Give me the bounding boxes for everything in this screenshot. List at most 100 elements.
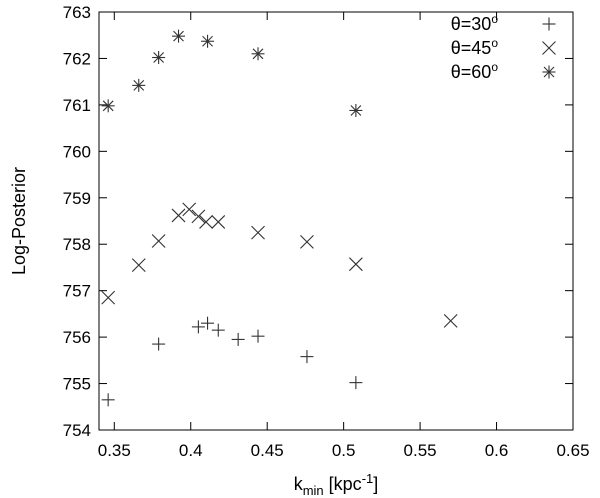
x-axis-title-unit: [kpc [324,474,362,494]
legend-marker-symbol-star [542,65,556,79]
legend-label-theta-45-main: θ=45 [451,38,492,58]
x-tick-label: 0.55 [404,441,437,460]
data-point-plus [251,329,265,343]
legend-marker-symbol-cross [542,41,556,55]
data-point-cross [348,257,363,272]
data-point-plus [101,393,115,407]
y-tick-label: 762 [63,49,91,68]
data-point-star [132,78,146,92]
data-point-star [251,47,265,61]
series-star [101,29,363,117]
plot-markers [101,29,458,407]
x-axis-title-sub: min [303,483,324,498]
x-tick-label: 0.6 [485,441,509,460]
legend-entry-theta-60: θ=60o [451,60,556,82]
legend-marker-cross [542,41,556,55]
data-point-star [152,51,166,65]
y-tick-label: 756 [63,328,91,347]
data-point-star-stroke [173,30,184,42]
legend-marker-symbol-plus [542,17,556,31]
legend-label-theta-30: θ=30o [451,12,499,34]
legend: θ=30o θ=45o θ=60o [451,12,556,82]
data-point-cross-stroke [300,235,314,249]
data-point-plus [201,316,215,330]
data-point-cross [182,202,197,217]
data-point-star [349,103,363,117]
y-tick-label: 754 [63,421,91,440]
series-cross [101,202,458,328]
data-point-cross [191,209,206,224]
data-point-star-stroke [202,35,213,47]
data-point-cross [211,215,226,229]
data-point-cross [251,225,265,240]
data-point-cross-stroke [151,234,166,248]
data-point-plus [231,332,245,346]
legend-label-theta-60-main: θ=60 [451,62,492,82]
x-axis-title-unit-exponent: -1 [362,471,374,486]
legend-marker-symbol-star-stroke [543,66,555,78]
data-point-cross-stroke [211,215,226,229]
data-point-cross [300,235,314,249]
y-tick-label: 759 [63,189,91,208]
data-point-star-stroke [350,105,362,116]
x-axis-title: kmin [kpc-1] [294,471,379,498]
data-point-cross-stroke [348,257,363,272]
x-tick-label: 0.65 [556,441,589,460]
x-ticks: 0.35 0.4 0.45 0.5 0.55 0.6 0.65 [98,12,590,460]
data-point-cross-stroke [191,209,206,224]
data-point-cross-stroke [182,202,197,217]
legend-marker-star [542,65,556,79]
x-tick-label: 0.35 [98,441,131,460]
y-tick-label: 755 [63,375,91,394]
data-point-cross-stroke [131,258,146,273]
data-point-star-stroke [153,52,165,63]
data-point-plus [211,323,225,337]
data-point-cross-stroke [171,208,186,223]
data-point-star-stroke [252,48,264,60]
data-point-cross [199,215,213,229]
data-point-plus [191,320,205,334]
data-point-star [201,34,215,48]
data-point-star [172,29,186,43]
data-point-cross-stroke [101,290,116,305]
data-point-cross-stroke [443,313,458,328]
data-point-plus [300,350,314,364]
data-point-star-stroke [133,79,145,91]
legend-marker-plus [542,17,556,31]
legend-entry-theta-30: θ=30o [451,12,556,34]
data-point-cross [131,258,146,273]
y-ticks: 754 755 756 757 758 759 760 761 762 763 [63,3,573,440]
data-point-plus [349,376,363,390]
data-point-cross-stroke [251,225,265,240]
legend-label-theta-60-degree: o [491,60,498,74]
data-point-star-stroke [102,100,114,112]
x-axis-title-unit-close: ] [373,474,378,494]
x-tick-label: 0.4 [179,441,203,460]
y-tick-label: 761 [63,96,91,115]
legend-label-theta-60: θ=60o [451,60,499,82]
plot-frame [98,11,574,431]
x-tick-label: 0.5 [332,441,356,460]
y-axis-title: Log-Posterior [9,167,29,275]
data-point-star [101,99,115,113]
legend-marker-symbol-cross-stroke [542,41,556,55]
y-tick-label: 763 [63,3,91,22]
y-tick-label: 757 [63,282,91,301]
y-tick-label: 758 [63,235,91,254]
data-point-plus [152,337,166,351]
y-tick-label: 760 [63,142,91,161]
series-plus [101,316,363,407]
legend-entry-theta-45: θ=45o [451,36,556,58]
legend-label-theta-45-degree: o [491,36,498,50]
data-point-cross-stroke [199,215,213,229]
legend-label-theta-45: θ=45o [451,36,499,58]
data-point-cross [151,234,166,248]
x-tick-label: 0.45 [251,441,284,460]
legend-label-theta-30-main: θ=30 [451,14,492,34]
legend-label-theta-30-degree: o [491,12,498,26]
data-point-cross [171,208,186,223]
data-point-cross [101,290,116,305]
data-point-cross [443,313,458,328]
